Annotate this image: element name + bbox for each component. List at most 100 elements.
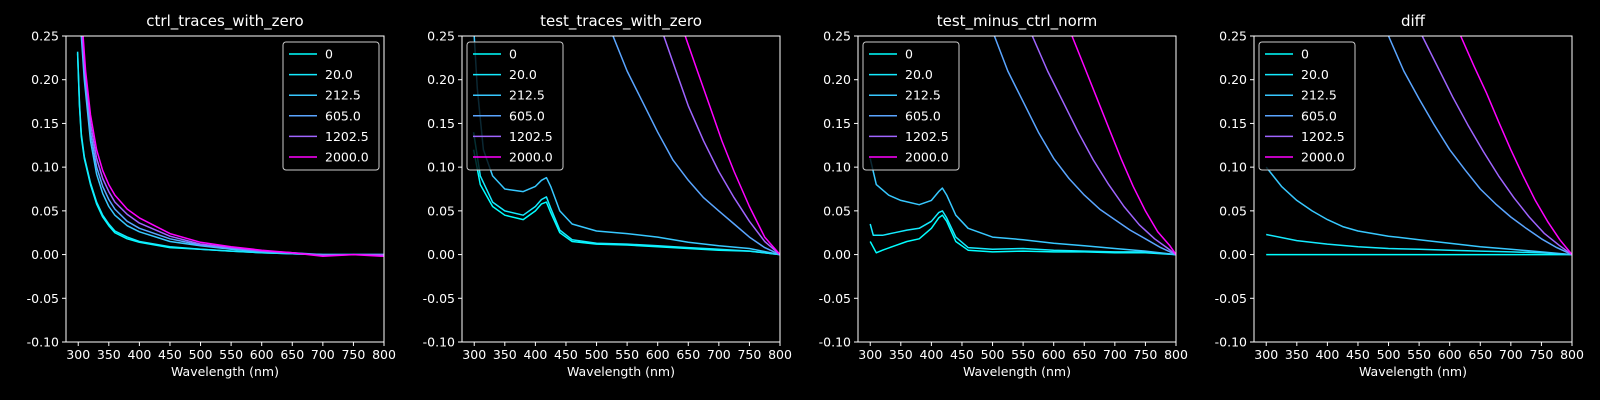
x-tick-label: 600	[646, 347, 670, 362]
legend-label: 212.5	[325, 88, 361, 103]
x-tick-label: 700	[1499, 347, 1523, 362]
y-tick-label: 0.20	[823, 72, 851, 87]
legend: 0 20.0 212.5 605.0 1202.5 2000.0	[466, 41, 564, 171]
x-tick-label: 400	[1315, 347, 1339, 362]
x-tick-label: 550	[1407, 347, 1431, 362]
legend-label: 212.5	[509, 88, 545, 103]
plot-frame	[1253, 35, 1573, 343]
legend-label: 1202.5	[1301, 129, 1345, 144]
x-tick-label: 700	[707, 347, 731, 362]
series-line-2000.0	[1460, 36, 1572, 256]
y-tick-label: 0.15	[31, 116, 59, 131]
y-tick-label: 0.20	[1219, 72, 1247, 87]
legend-label: 0	[1301, 47, 1309, 62]
y-tick-label: -0.05	[819, 291, 851, 306]
chart-title: test_traces_with_zero	[540, 12, 702, 31]
y-tick-label: -0.10	[1215, 335, 1247, 350]
x-tick-label: 750	[1133, 347, 1157, 362]
y-tick-label: -0.05	[27, 291, 59, 306]
legend-label: 2000.0	[905, 150, 949, 165]
legend: 0 20.0 212.5 605.0 1202.5 2000.0	[1258, 41, 1356, 171]
x-axis-label: Wavelength (nm)	[171, 364, 279, 379]
series-line-212.5	[869, 158, 1176, 256]
x-tick-label: 750	[737, 347, 761, 362]
x-tick-label: 650	[1072, 347, 1096, 362]
series-line-2000.0	[82, 36, 384, 258]
legend-label: 1202.5	[325, 129, 369, 144]
legend-label: 20.0	[509, 67, 537, 82]
chart-panel-2: test_traces_with_zero 300 350 400 450 500 550 6…	[423, 12, 792, 379]
legend-label: 20.0	[905, 67, 933, 82]
series-group	[1265, 36, 1572, 256]
x-tick-label: 400	[127, 347, 151, 362]
x-tick-label: 750	[341, 347, 365, 362]
y-tick-label: 0.10	[427, 160, 455, 175]
x-tick-label: 350	[97, 347, 121, 362]
x-tick-label: 700	[311, 347, 335, 362]
x-axis-label: Wavelength (nm)	[567, 364, 675, 379]
series-line-605.0	[993, 36, 1176, 256]
x-tick-label: 300	[858, 347, 882, 362]
y-tick-label: 0.25	[1219, 29, 1247, 44]
series-line-605.0	[612, 36, 780, 256]
chart-title: test_minus_ctrl_norm	[937, 12, 1098, 31]
series-group	[472, 36, 780, 256]
x-tick-label: 750	[1529, 347, 1553, 362]
series-line-212.5	[473, 36, 780, 256]
x-tick-label: 800	[1560, 347, 1584, 362]
x-tick-label: 350	[889, 347, 913, 362]
x-tick-label: 650	[676, 347, 700, 362]
legend-label: 20.0	[325, 67, 353, 82]
x-tick-label: 450	[1346, 347, 1370, 362]
plot-frame	[461, 35, 781, 343]
x-tick-label: 450	[950, 347, 974, 362]
x-tick-label: 400	[919, 347, 943, 362]
legend-label: 0	[905, 47, 913, 62]
series-line-0	[472, 149, 780, 256]
legend: 0 20.0 212.5 605.0 1202.5 2000.0	[862, 41, 960, 171]
y-tick-label: 0.20	[427, 72, 455, 87]
chart-panel-4: diff 300 350 400 450 500 550 600 650 700 750 800 -0.…	[1215, 12, 1584, 379]
legend-label: 212.5	[1301, 88, 1337, 103]
series-line-20.0	[472, 132, 780, 256]
legend-label: 605.0	[325, 108, 361, 123]
x-tick-label: 550	[615, 347, 639, 362]
legend-label: 605.0	[509, 108, 545, 123]
y-tick-label: 0.05	[823, 203, 851, 218]
series-group	[76, 36, 384, 258]
series-line-1202.5	[663, 36, 780, 256]
x-axis-label: Wavelength (nm)	[1359, 364, 1467, 379]
chart-panel-1: ctrl_traces_with_zero 300 350 400 450 500 550 6…	[27, 12, 396, 379]
plot-frame	[65, 35, 385, 343]
y-tick-label: 0.15	[823, 116, 851, 131]
y-tick-label: -0.05	[1215, 291, 1247, 306]
chart-panel-3: test_minus_ctrl_norm 300 350 400 450 500 550 60…	[819, 12, 1188, 379]
legend-label: 605.0	[905, 108, 941, 123]
x-tick-label: 700	[1103, 347, 1127, 362]
y-tick-label: -0.10	[27, 335, 59, 350]
x-tick-label: 400	[523, 347, 547, 362]
x-tick-label: 550	[219, 347, 243, 362]
legend-label: 2000.0	[509, 150, 553, 165]
y-tick-label: 0.10	[823, 160, 851, 175]
x-tick-label: 550	[1011, 347, 1035, 362]
x-tick-label: 300	[462, 347, 486, 362]
y-tick-label: 0.05	[31, 203, 59, 218]
y-tick-label: 0.25	[427, 29, 455, 44]
chart-title: ctrl_traces_with_zero	[146, 12, 303, 31]
x-tick-label: 600	[1042, 347, 1066, 362]
y-tick-label: 0.25	[823, 29, 851, 44]
series-line-605.0	[1387, 36, 1572, 256]
y-tick-label: 0.05	[1219, 203, 1247, 218]
series-line-20.0	[1266, 233, 1572, 256]
x-tick-label: 500	[189, 347, 213, 362]
y-tick-label: 0.00	[1219, 247, 1247, 262]
y-tick-label: 0.10	[1219, 160, 1247, 175]
x-tick-label: 600	[250, 347, 274, 362]
series-line-1202.5	[1421, 36, 1572, 256]
x-tick-label: 600	[1438, 347, 1462, 362]
series-line-1202.5	[1031, 36, 1176, 256]
legend-label: 0	[325, 47, 333, 62]
chart-title: diff	[1401, 12, 1426, 30]
